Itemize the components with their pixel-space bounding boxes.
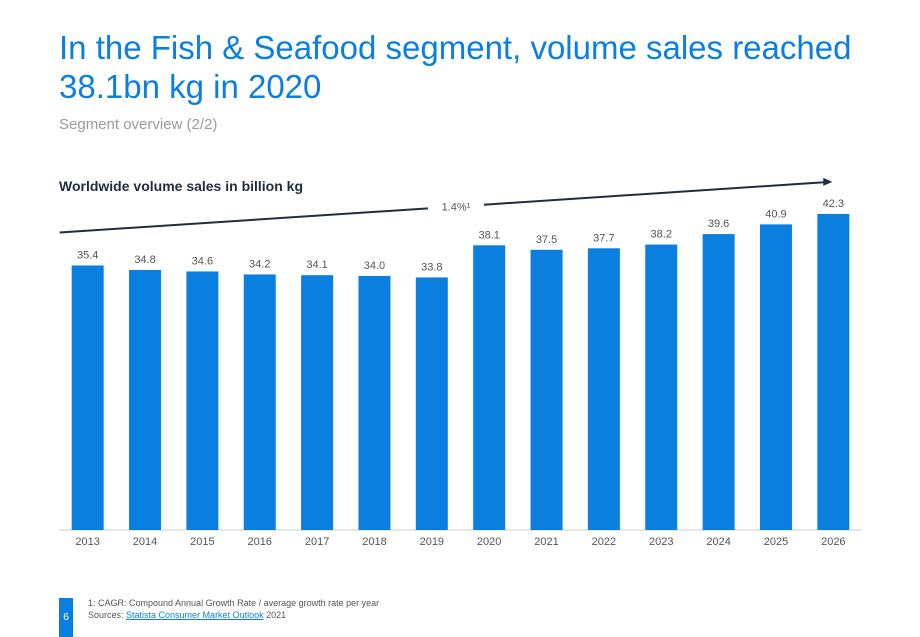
bar-2021	[530, 249, 563, 530]
bar-2014	[129, 269, 162, 530]
x-tick-2021: 2021	[534, 536, 558, 548]
footnote-text: 1: CAGR: Compound Annual Growth Rate / a…	[88, 598, 380, 608]
page-number: 6	[59, 598, 73, 637]
x-tick-2015: 2015	[190, 536, 214, 548]
bar-2024	[702, 234, 735, 531]
cagr-label: 1.4%¹	[442, 202, 471, 214]
x-tick-2017: 2017	[305, 536, 329, 548]
sources-prefix: Sources:	[88, 610, 127, 620]
data-label-2025: 40.9	[765, 208, 786, 220]
bar-2019	[415, 277, 448, 530]
page-title: In the Fish & Seafood segment, volume sa…	[59, 29, 852, 105]
bar-2023	[645, 244, 678, 531]
bar-2017	[301, 275, 334, 530]
x-tick-2019: 2019	[420, 536, 444, 548]
data-label-2021: 37.5	[536, 234, 557, 246]
data-label-2020: 38.1	[478, 229, 499, 241]
bar-2020	[473, 245, 506, 531]
x-tick-2016: 2016	[248, 536, 272, 548]
data-label-2017: 34.1	[306, 259, 327, 271]
bar-2026	[817, 213, 850, 530]
data-label-2023: 38.2	[651, 229, 672, 241]
bar-2015	[186, 271, 219, 530]
bar-2025	[759, 224, 792, 530]
data-label-2015: 34.6	[192, 255, 213, 267]
bar-2016	[243, 274, 276, 530]
data-label-2016: 34.2	[249, 258, 270, 270]
data-label-2014: 34.8	[134, 254, 155, 266]
x-tick-2018: 2018	[362, 536, 386, 548]
bar-2018	[358, 275, 391, 530]
bar-2013	[71, 265, 104, 530]
data-label-2019: 33.8	[421, 261, 442, 273]
x-tick-2024: 2024	[706, 536, 730, 548]
x-tick-2026: 2026	[821, 536, 845, 548]
cagr-arrowhead	[823, 177, 833, 186]
page-subtitle: Segment overview (2/2)	[59, 116, 218, 133]
x-tick-2025: 2025	[764, 536, 788, 548]
footnote: 1: CAGR: Compound Annual Growth Rate / a…	[88, 597, 379, 621]
data-label-2022: 37.7	[593, 232, 614, 244]
cagr-line-right	[483, 181, 825, 206]
x-tick-2020: 2020	[477, 536, 501, 548]
data-label-2018: 34.0	[364, 260, 385, 272]
x-tick-2014: 2014	[133, 536, 157, 548]
sources-suffix: 2021	[263, 610, 287, 620]
data-label-2013: 35.4	[77, 249, 98, 261]
cagr-line-left	[59, 207, 429, 234]
bar-2022	[587, 248, 620, 531]
x-tick-2013: 2013	[75, 536, 99, 548]
chart-title: Worldwide volume sales in billion kg	[59, 178, 304, 194]
sources-line: Sources: Statista Consumer Market Outloo…	[88, 609, 379, 621]
sources-link[interactable]: Statista Consumer Market Outlook	[126, 610, 264, 620]
data-label-2026: 42.3	[823, 198, 844, 210]
x-tick-2022: 2022	[592, 536, 616, 548]
x-tick-2023: 2023	[649, 536, 673, 548]
data-label-2024: 39.6	[708, 218, 729, 230]
